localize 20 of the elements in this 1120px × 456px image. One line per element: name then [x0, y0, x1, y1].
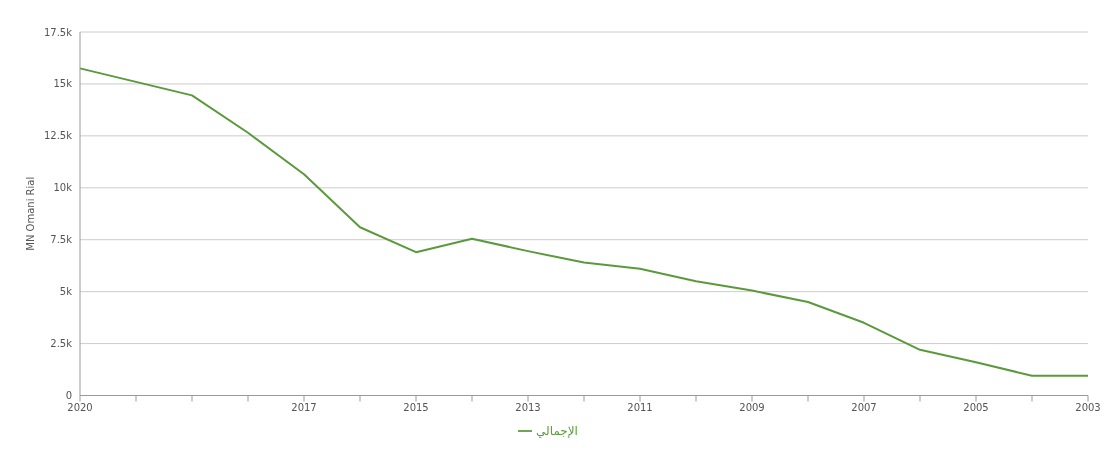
x-tick-label: 2007 [851, 401, 877, 413]
y-axis-title: MN Omani Rial [24, 176, 36, 251]
x-tick-label: 2017 [291, 401, 317, 413]
x-tick-label: 2013 [515, 401, 541, 413]
y-tick-label: 2.5k [50, 338, 73, 350]
x-tick-label: 2005 [963, 401, 989, 413]
x-tick-label: 2015 [403, 401, 429, 413]
x-tick-label: 2020 [67, 401, 93, 413]
x-tick-label: 2009 [739, 401, 765, 413]
y-tick-label: 10k [53, 182, 73, 194]
y-tick-label: 5k [59, 286, 73, 298]
y-tick-label: 12.5k [43, 130, 73, 142]
y-tick-label: 15k [53, 78, 73, 90]
y-tick-label: 0 [65, 390, 72, 402]
line-series [79, 67, 1089, 377]
y-tick-label: 17.5k [43, 26, 73, 38]
x-tick-label: 2003 [1075, 401, 1101, 413]
y-tick-label: 7.5k [50, 234, 73, 246]
x-tick-label: 2011 [627, 401, 653, 413]
legend-label: الإجمالي [536, 423, 578, 438]
